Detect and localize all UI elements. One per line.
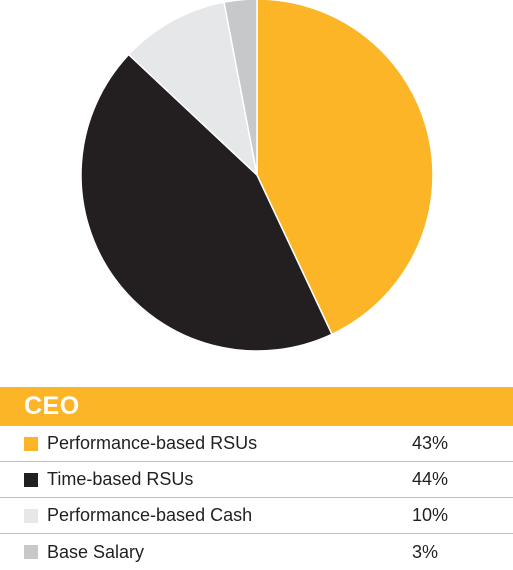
legend-label: Time-based RSUs [47, 469, 194, 489]
legend-value: 43% [412, 433, 449, 453]
legend-value: 3% [412, 541, 439, 562]
legend-swatch [24, 436, 38, 451]
legend-label: Performance-based Cash [47, 505, 253, 525]
pie-chart-svg [80, 0, 434, 352]
legend-row: Performance-based RSUs 43% [0, 426, 513, 462]
legend-title: CEO [24, 392, 80, 420]
pie-slice-time-based-rsus [80, 53, 333, 352]
legend-header: CEO [0, 387, 513, 426]
legend-swatch [24, 472, 38, 487]
legend-swatch [24, 545, 38, 559]
legend-value: 10% [412, 505, 449, 525]
legend-row: Performance-based Cash 10% [0, 498, 513, 534]
legend-swatch [24, 508, 38, 523]
pie-chart [80, 0, 434, 352]
pie-slice-base-salary [223, 0, 258, 176]
legend-value: 44% [412, 469, 449, 489]
legend-label: Base Salary [47, 541, 145, 562]
legend-table: CEO Performance-based RSUs 43% Time-base… [0, 387, 513, 570]
legend-row: Base Salary 3% [0, 534, 513, 570]
legend-row: Time-based RSUs 44% [0, 462, 513, 498]
legend-label: Performance-based RSUs [47, 433, 258, 453]
pie-slice-performance-based-cash [127, 1, 259, 178]
pie-slice-performance-based-rsus [256, 0, 434, 336]
